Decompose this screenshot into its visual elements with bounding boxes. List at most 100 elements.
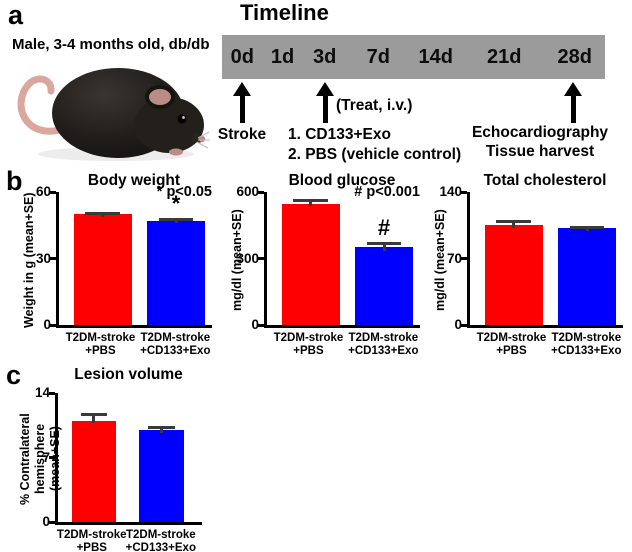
significance-note: # p<0.001 xyxy=(354,184,420,200)
y-tick-label: 60 xyxy=(35,184,51,199)
treatment-group-1: 1. CD133+Exo xyxy=(288,126,391,143)
arrow-shaft xyxy=(570,96,576,123)
y-tick-label: 0 xyxy=(454,317,462,332)
y-tick-mark xyxy=(258,323,264,327)
treatment-route-note: (Treat, i.v.) xyxy=(336,97,413,114)
plot-area: 0 70 140 xyxy=(439,184,623,332)
y-tick-mark xyxy=(49,520,55,524)
x-category-label: T2DM-stroke +PBS xyxy=(56,529,127,552)
y-tick-mark xyxy=(50,257,56,260)
panel-c-label: c xyxy=(6,360,22,390)
y-tick-label: 0 xyxy=(43,317,51,332)
arrow-head xyxy=(233,82,251,96)
y-tick-mark xyxy=(461,257,467,260)
y-tick-mark xyxy=(50,190,56,194)
treatment-groups: 1. CD133+Exo 2. PBS (vehicle control) xyxy=(288,125,461,165)
y-tick-label: 140 xyxy=(439,184,462,199)
plot-area: 0 300 600 # # p<0.001 xyxy=(236,184,420,332)
error-bar xyxy=(485,220,543,228)
y-tick-mark xyxy=(50,323,56,327)
timeline-day-1d: 1d xyxy=(270,46,295,68)
y-tick-mark xyxy=(258,257,264,260)
y-tick-label: 14 xyxy=(34,385,50,400)
x-axis-categories: T2DM-stroke +PBS T2DM-stroke +CD133+Exo xyxy=(56,332,212,366)
x-category-label: T2DM-stroke +CD133+Exo xyxy=(140,332,211,358)
chart-lesion-volume: Lesion volume% Contralateral hemisphere … xyxy=(18,362,210,552)
bar-pbs xyxy=(484,225,543,325)
error-bar-stem xyxy=(585,226,589,231)
y-tick-label: 70 xyxy=(446,250,462,266)
y-tick-mark xyxy=(258,190,264,194)
timeline-bar: 0d 1d 3d 7d 14d 21d 28d xyxy=(222,35,605,79)
timeline-day-14d: 14d xyxy=(418,46,453,68)
x-category-label: T2DM-stroke +CD133+Exo xyxy=(125,529,196,552)
error-bar-stem xyxy=(92,412,96,424)
error-bar-stem xyxy=(160,426,164,433)
stroke-event-label: Stroke xyxy=(217,126,267,143)
endpoint-events: Echocardiography Tissue harvest xyxy=(458,123,622,161)
chart-title: Lesion volume xyxy=(74,366,183,383)
chart-title: Blood glucose xyxy=(288,172,396,189)
significance-marker: * xyxy=(171,191,181,217)
bar-pbs xyxy=(73,214,132,325)
arrow-up-icon-treatment xyxy=(316,82,334,123)
arrow-up-icon-endpoint xyxy=(564,82,582,123)
x-category-label: T2DM-stroke +CD133+Exo xyxy=(348,332,419,358)
panel-b-label: b xyxy=(6,166,23,196)
x-axis-categories: T2DM-stroke +PBS T2DM-stroke +CD133+Exo xyxy=(467,332,623,366)
chart-body-weight: Body weight Weight in g (mean+SE) 0 30 60 * * … xyxy=(20,172,222,364)
bar-pbs xyxy=(71,420,117,522)
arrow-shaft xyxy=(322,96,328,123)
error-bar xyxy=(147,218,205,224)
significance-marker: # xyxy=(377,214,391,240)
timeline-day-28d: 28d xyxy=(557,46,592,68)
chart-total-cholesterol: Total cholesterol mg/dl (mean+SE) 0 70 140 T2… xyxy=(431,172,632,364)
timeline-day-7d: 7d xyxy=(366,46,390,68)
x-category-label: T2DM-stroke +PBS xyxy=(476,332,547,358)
error-bar xyxy=(558,226,616,231)
y-tick-label: 300 xyxy=(236,250,259,266)
y-tick-label: 600 xyxy=(236,184,259,199)
arrow-head xyxy=(316,82,334,96)
y-tick-mark xyxy=(461,190,467,194)
plot-area: 0 7 14 xyxy=(35,385,202,529)
error-bar-stem xyxy=(309,198,313,207)
x-axis-categories: T2DM-stroke +PBS T2DM-stroke +CD133+Exo xyxy=(264,332,420,366)
error-bar-stem xyxy=(382,241,386,251)
arrow-head xyxy=(564,82,582,96)
bar-cd133-exo xyxy=(354,247,414,325)
bar-cd133-exo xyxy=(139,429,184,522)
error-bar xyxy=(282,198,340,207)
bar-pbs xyxy=(281,204,340,325)
plot-area: 0 30 60 * * p<0.05 xyxy=(36,184,212,332)
chart-title: Body weight xyxy=(87,172,181,189)
panel-a-label: a xyxy=(8,0,24,30)
error-bar-stem xyxy=(512,220,516,228)
error-bar xyxy=(74,212,132,217)
timeline-day-3d: 3d xyxy=(312,46,337,68)
x-category-label: T2DM-stroke +CD133+Exo xyxy=(551,332,622,358)
error-bar xyxy=(72,412,117,424)
error-bar xyxy=(355,241,413,251)
error-bar-stem xyxy=(174,218,178,224)
y-tick-label: 7 xyxy=(42,449,50,465)
y-tick-mark xyxy=(49,391,55,395)
treatment-group-2: 2. PBS (vehicle control) xyxy=(288,146,462,163)
subject-label: Male, 3-4 months old, db/db xyxy=(12,36,210,53)
y-tick-label: 0 xyxy=(251,317,259,332)
y-tick-mark xyxy=(461,323,467,327)
x-category-label: T2DM-stroke +PBS xyxy=(273,332,344,358)
error-bar xyxy=(139,426,184,433)
error-bar-stem xyxy=(101,212,105,217)
arrow-shaft xyxy=(239,96,245,123)
timeline-title: Timeline xyxy=(240,0,329,25)
bar-cd133-exo xyxy=(557,228,617,325)
significance-note: * p<0.05 xyxy=(156,184,212,200)
bar-cd133-exo xyxy=(146,220,206,325)
timeline-day-0d: 0d xyxy=(230,46,254,68)
endpoint-event-2: Tissue harvest xyxy=(485,143,595,160)
x-axis-categories: T2DM-stroke +PBS T2DM-stroke +CD133+Exo xyxy=(55,529,202,552)
arrow-up-icon-stroke xyxy=(233,82,251,123)
endpoint-event-1: Echocardiography xyxy=(471,124,609,141)
